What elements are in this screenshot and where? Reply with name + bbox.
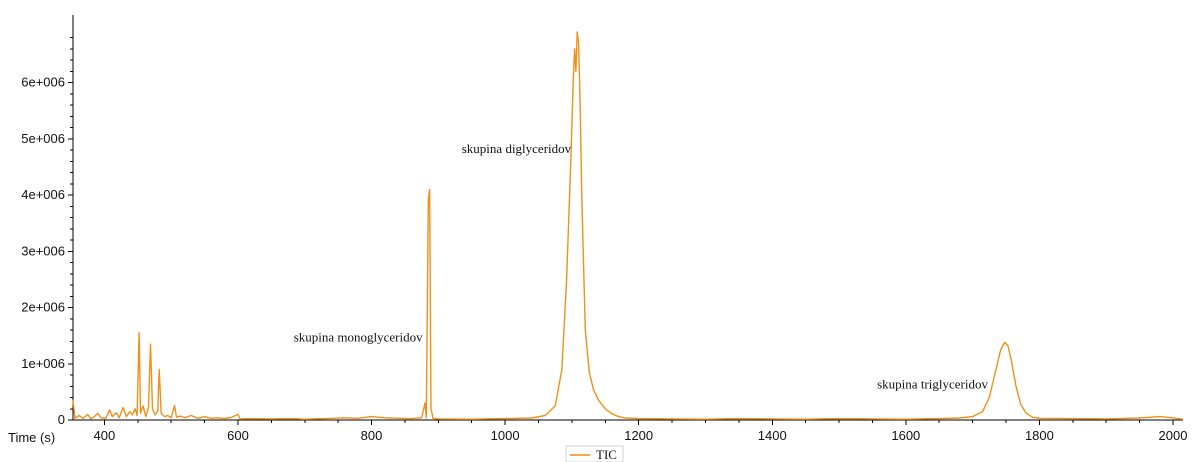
y-tick-label: 2e+006 (21, 300, 65, 315)
legend: TIC (565, 445, 624, 462)
annotation-label: skupina monoglyceridov (294, 329, 423, 344)
x-tick-label: 400 (94, 428, 116, 443)
y-tick-label: 1e+006 (21, 356, 65, 371)
series-line-tic (72, 31, 1184, 420)
x-tick-label: 1200 (624, 428, 653, 443)
x-axis: 400 600 800 1000 1200 1400 1600 1800 2000 Time (s… (8, 419, 1188, 445)
x-tick-label: 600 (227, 428, 249, 443)
y-tick-label: 4e+006 (21, 187, 65, 202)
annotation-label: skupina diglyceridov (462, 141, 572, 156)
x-axis-title: Time (s) (8, 430, 55, 445)
legend-label: TIC (596, 447, 617, 462)
x-tick-label: 2000 (1159, 428, 1188, 443)
y-axis: 0 1e+006 2e+006 3e+006 4e+006 5e+006 6e+006 (21, 15, 74, 427)
plot-area (72, 31, 1184, 420)
x-tick-label: 1000 (491, 428, 520, 443)
x-tick-label: 1600 (891, 428, 920, 443)
y-tick-label: 0 (58, 412, 65, 427)
x-tick-label: 1800 (1025, 428, 1054, 443)
x-tick-label: 1400 (758, 428, 787, 443)
y-tick-label: 6e+006 (21, 75, 65, 90)
y-tick-label: 3e+006 (21, 243, 65, 258)
legend-box (565, 445, 624, 462)
annotations: skupina monoglyceridov skupina diglycerid… (294, 141, 989, 392)
x-tick-label: 800 (361, 428, 383, 443)
annotation-label: skupina triglyceridov (877, 377, 988, 392)
y-tick-label: 5e+006 (21, 131, 65, 146)
